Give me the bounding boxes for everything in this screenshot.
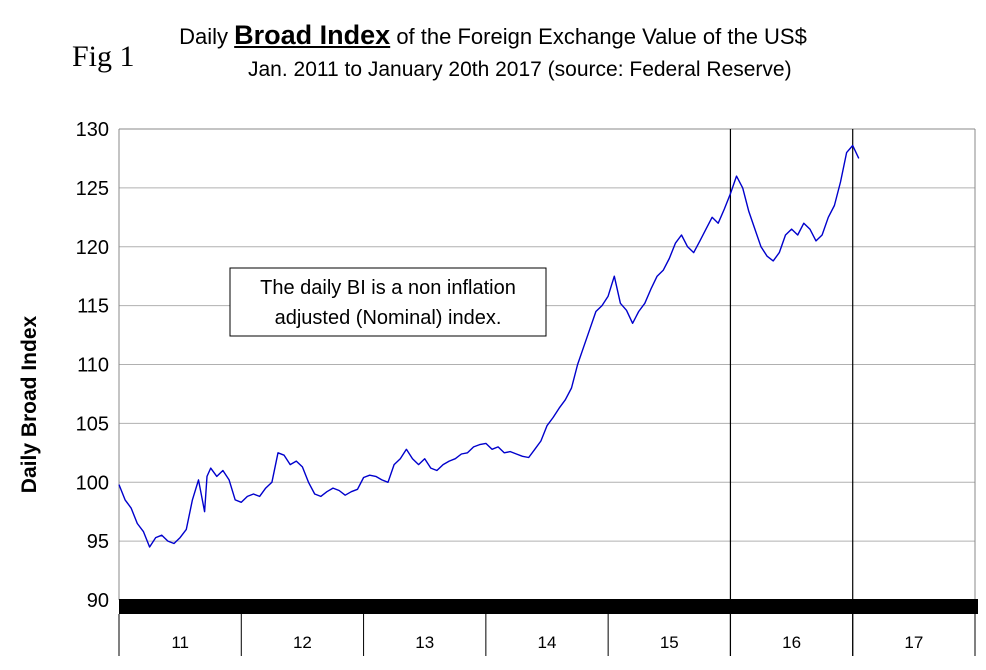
series-line-0 [118, 144, 860, 548]
chart-title: Daily Broad Index of the Foreign Exchang… [0, 20, 986, 51]
title-bold: Broad Index [234, 20, 391, 50]
chart-subtitle: Jan. 2011 to January 20th 2017 (source: … [248, 58, 792, 81]
y-tick-label-110: 110 [77, 355, 109, 377]
x-tick-label-14: 14 [538, 633, 557, 652]
y-tick-label-120: 120 [76, 237, 109, 259]
annotation-line-1: adjusted (Nominal) index. [275, 307, 502, 329]
x-axis-band [119, 599, 978, 614]
x-tick-label-17: 17 [904, 633, 923, 652]
y-tick-label-130: 130 [76, 119, 109, 141]
y-axis-label: Daily Broad Index [18, 315, 41, 493]
annotation-line-0: The daily BI is a non inflation [260, 277, 516, 299]
y-tick-label-100: 100 [76, 472, 109, 494]
x-tick-label-15: 15 [660, 633, 679, 652]
x-tick-label-12: 12 [293, 633, 312, 652]
x-tick-label-16: 16 [782, 633, 801, 652]
y-tick-label-115: 115 [77, 296, 109, 318]
title-suffix: of the Foreign Exchange Value of the US$ [390, 24, 807, 49]
title-prefix: Daily [179, 24, 235, 49]
x-tick-label-11: 11 [171, 633, 189, 652]
y-tick-label-125: 125 [76, 178, 109, 200]
annotation-box [229, 267, 547, 337]
figure-label: Fig 1 [72, 40, 135, 73]
y-tick-label-105: 105 [76, 413, 109, 435]
x-tick-label-13: 13 [415, 633, 434, 652]
y-tick-label-95: 95 [87, 531, 109, 553]
y-tick-label-90: 90 [87, 590, 109, 612]
